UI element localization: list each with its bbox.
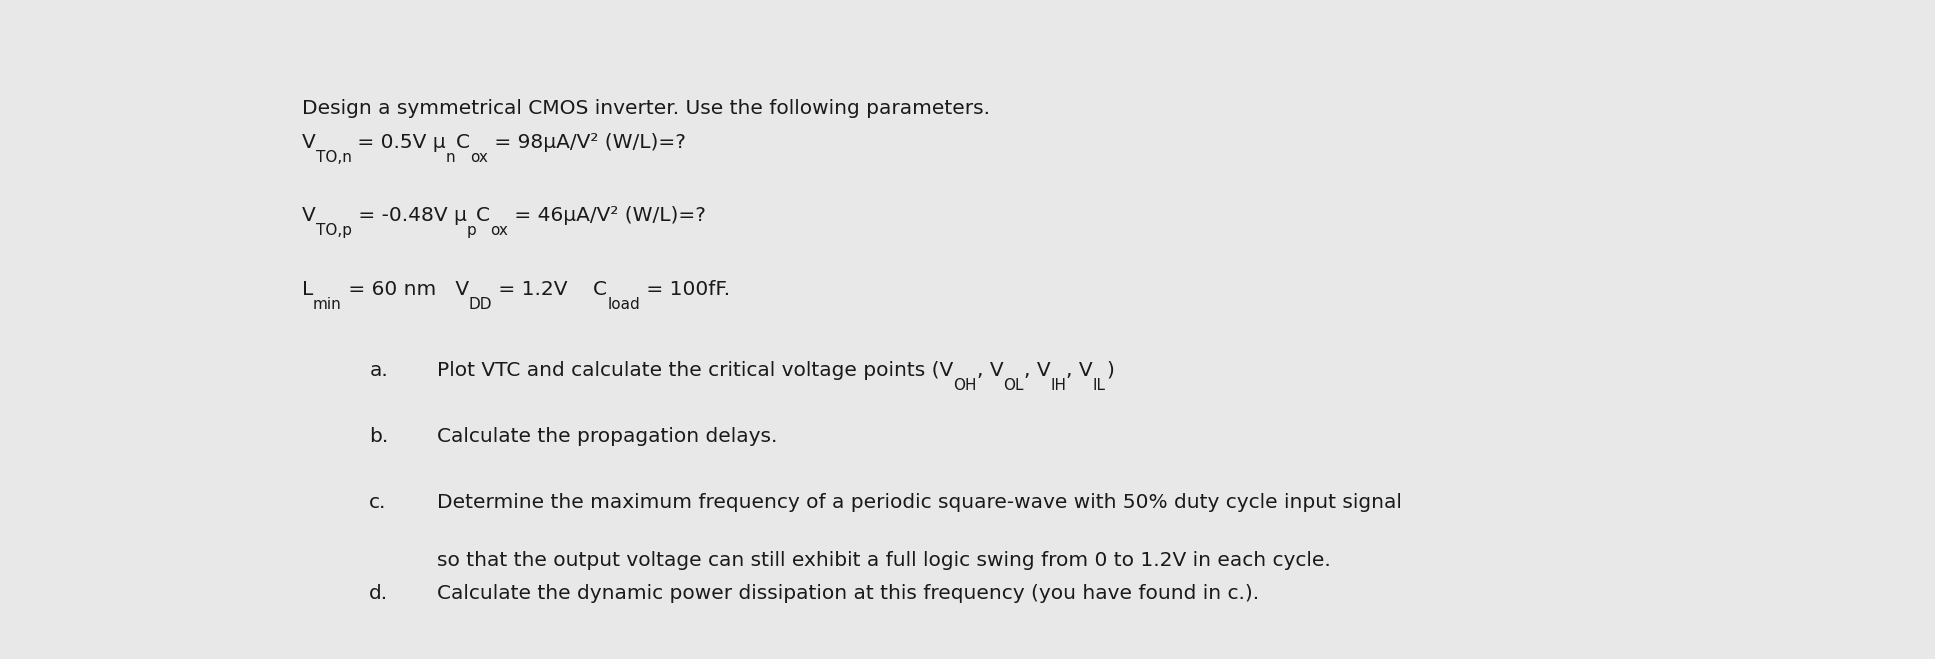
Text: Calculate the dynamic power dissipation at this frequency (you have found in c.): Calculate the dynamic power dissipation … [437, 584, 1260, 603]
Text: L: L [302, 279, 313, 299]
Text: so that the output voltage can still exhibit a full logic swing from 0 to 1.2V i: so that the output voltage can still exh… [437, 551, 1331, 570]
Text: = 1.2V    C: = 1.2V C [493, 279, 608, 299]
Text: C: C [476, 206, 490, 225]
Text: = -0.48V μ: = -0.48V μ [352, 206, 466, 225]
Text: load: load [608, 297, 640, 312]
Text: Plot VTC and calculate the critical voltage points (V: Plot VTC and calculate the critical volt… [437, 361, 954, 380]
Text: Determine the maximum frequency of a periodic square-wave with 50% duty cycle in: Determine the maximum frequency of a per… [437, 493, 1401, 512]
Text: ox: ox [490, 223, 509, 239]
Text: OL: OL [1002, 378, 1024, 393]
Text: b.: b. [370, 427, 389, 446]
Text: min: min [313, 297, 342, 312]
Text: Calculate the propagation delays.: Calculate the propagation delays. [437, 427, 778, 446]
Text: = 100fF.: = 100fF. [640, 279, 729, 299]
Text: c.: c. [370, 493, 387, 512]
Text: TO,n: TO,n [315, 150, 352, 165]
Text: OH: OH [954, 378, 977, 393]
Text: , V: , V [1066, 361, 1093, 380]
Text: DD: DD [468, 297, 493, 312]
Text: = 46μA/V² (W/L)=?: = 46μA/V² (W/L)=? [509, 206, 706, 225]
Text: = 60 nm   V: = 60 nm V [342, 279, 468, 299]
Text: , V: , V [977, 361, 1002, 380]
Text: ox: ox [470, 150, 488, 165]
Text: IL: IL [1093, 378, 1107, 393]
Text: , V: , V [1024, 361, 1051, 380]
Text: C: C [457, 132, 470, 152]
Text: p: p [466, 223, 476, 239]
Text: = 98μA/V² (W/L)=?: = 98μA/V² (W/L)=? [488, 132, 685, 152]
Text: = 0.5V μ: = 0.5V μ [352, 132, 447, 152]
Text: n: n [447, 150, 457, 165]
Text: Design a symmetrical CMOS inverter. Use the following parameters.: Design a symmetrical CMOS inverter. Use … [302, 100, 991, 119]
Text: IH: IH [1051, 378, 1066, 393]
Text: ): ) [1107, 361, 1115, 380]
Text: V: V [302, 206, 315, 225]
Text: TO,p: TO,p [315, 223, 352, 239]
Text: d.: d. [370, 584, 389, 603]
Text: V: V [302, 132, 315, 152]
Text: a.: a. [370, 361, 389, 380]
